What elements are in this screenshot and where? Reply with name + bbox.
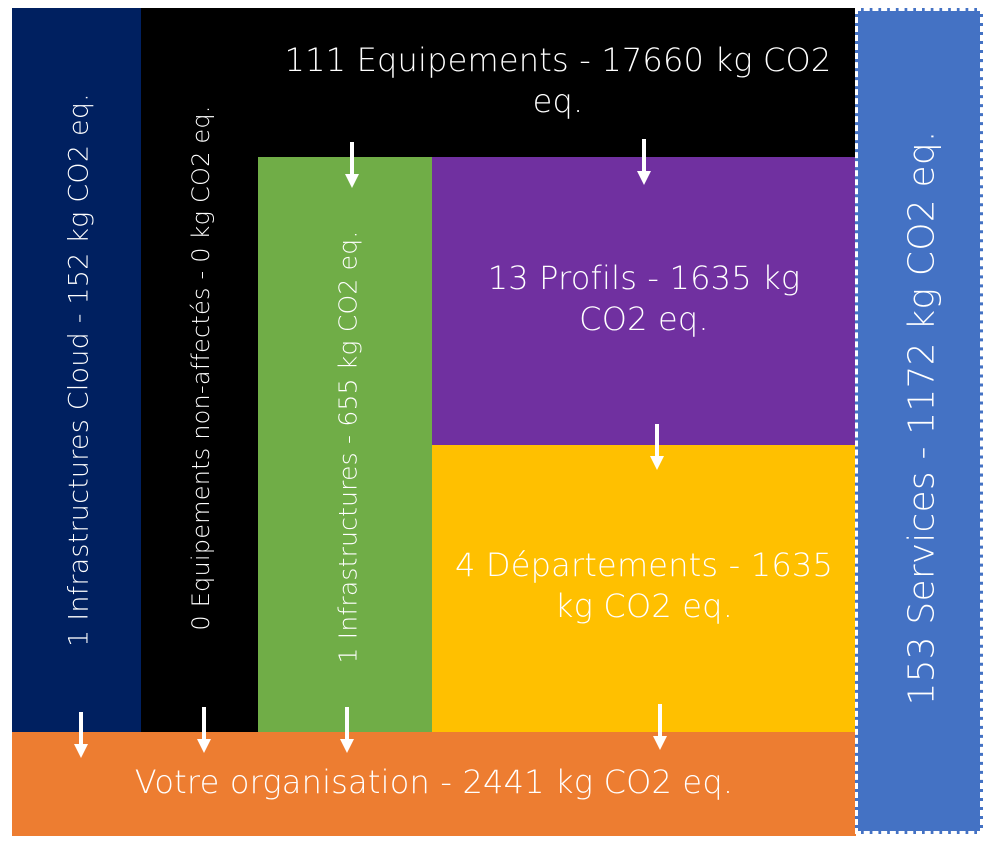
- cloud-infrastructures-block: [12, 8, 142, 733]
- down-arrow-icon: [74, 712, 88, 758]
- equipments-top-block: [141, 8, 856, 158]
- equipments-label: 111 Equipements - 17660 kg CO2 eq.: [284, 41, 832, 120]
- unassigned-equipments-block: [141, 157, 259, 733]
- down-arrow-icon: [340, 707, 354, 753]
- organisation-label: Votre organisation - 2441 kg CO2 eq.: [134, 763, 734, 801]
- profiles-label: 13 Profils - 1635 kg CO2 eq.: [487, 259, 801, 338]
- departments-label: 4 Départements - 1635 kg CO2 eq.: [454, 546, 834, 625]
- down-arrow-icon: [650, 424, 664, 470]
- cloud-infrastructures-label: 1 Infrastructures Cloud - 152 kg CO2 eq.: [63, 93, 95, 647]
- organisation-block: [12, 732, 856, 836]
- services-block: [855, 8, 983, 834]
- profiles-block: [432, 157, 856, 446]
- down-arrow-icon: [197, 707, 211, 753]
- services-label: 153 Services - 1172 kg CO2 eq.: [901, 130, 943, 706]
- departments-block: [432, 445, 856, 733]
- unassigned-equipments-label: 0 Equipements non-affectés - 0 kg CO2 eq…: [187, 105, 215, 631]
- down-arrow-icon: [345, 142, 359, 188]
- down-arrow-icon: [637, 139, 651, 185]
- infrastructures-label: 1 Infrastructures - 655 kg CO2 eq.: [333, 230, 363, 664]
- down-arrow-icon: [653, 704, 667, 750]
- infrastructures-block: [258, 157, 433, 733]
